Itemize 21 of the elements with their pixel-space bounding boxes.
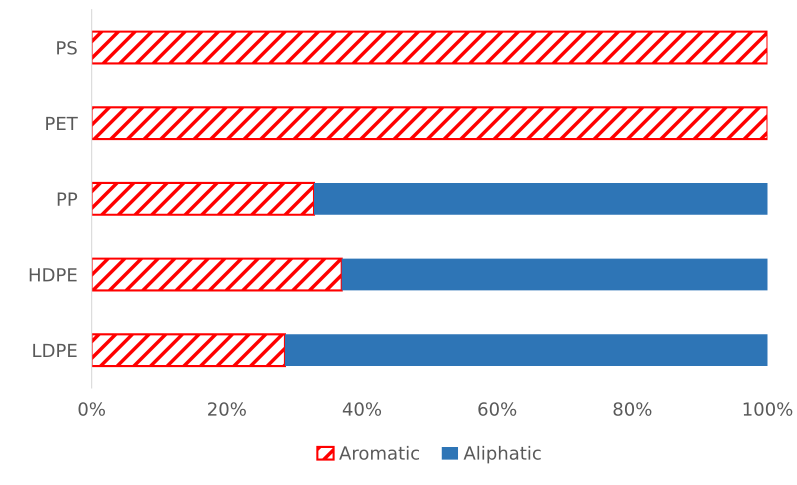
- bar: [92, 30, 768, 64]
- bar: [284, 334, 768, 366]
- x-tick-label: 100%: [744, 402, 792, 416]
- bar: [314, 182, 768, 215]
- y-tick-label: PS: [57, 40, 77, 55]
- y-tick-label: LDPE: [33, 344, 77, 358]
- y-tick-label: PP: [58, 192, 78, 206]
- y-tick-label: HDPE: [30, 268, 77, 282]
- x-tick-label: 80%: [614, 402, 652, 416]
- bar: [92, 258, 343, 292]
- bar: [92, 333, 286, 368]
- bar: [342, 258, 768, 290]
- bar: [92, 182, 316, 216]
- legend-label: Aliphatic: [464, 446, 541, 464]
- y-tick-label: PET: [46, 116, 78, 130]
- x-tick-label: 20%: [208, 402, 246, 416]
- bar: [92, 106, 768, 140]
- x-tick-label: 0%: [78, 402, 105, 416]
- x-tick-label: 40%: [342, 402, 382, 416]
- legend-label: Aromatic: [339, 446, 419, 460]
- x-tick-label: 60%: [478, 402, 516, 416]
